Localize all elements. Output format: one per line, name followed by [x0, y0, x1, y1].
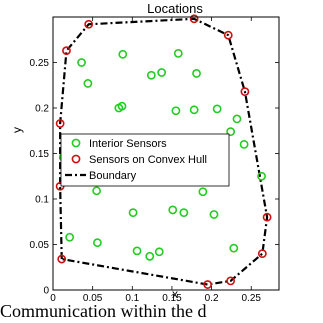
- hull-sensor-point: [226, 276, 236, 286]
- legend: Interior Sensors Sensors on Convex Hull …: [60, 133, 230, 187]
- x-tick-labels: 0 0.05 0.1 0.15 0.2 0.25: [50, 293, 261, 304]
- plot-frame: [52, 16, 280, 291]
- interior-sensor-point: [92, 186, 102, 196]
- legend-marker-interior: [71, 138, 81, 148]
- interior-sensor-point: [146, 70, 156, 80]
- y-tick-label: 0.05: [30, 240, 50, 251]
- interior-sensor-point: [212, 104, 222, 114]
- caption-text: Communication within the d: [0, 301, 207, 321]
- hull-sensor-point: [262, 212, 272, 222]
- hull-sensor-point: [189, 14, 199, 24]
- boundary-line: [59, 17, 269, 286]
- y-tick-label: 0.1: [35, 195, 49, 206]
- hull-sensor-point: [240, 87, 250, 97]
- interior-sensor-point: [226, 127, 236, 137]
- legend-label-hull: Sensors on Convex Hull: [89, 154, 207, 166]
- interior-sensor-point: [65, 232, 75, 242]
- interior-sensor-point: [179, 208, 189, 218]
- interior-sensor-point: [229, 243, 239, 253]
- hull-sensor-point: [57, 254, 67, 264]
- x-axis-label: x: [172, 287, 178, 301]
- y-tick-label: 0.25: [30, 58, 50, 69]
- chart-title: Locations: [147, 1, 203, 16]
- legend-label-boundary: Boundary: [89, 170, 137, 182]
- legend-box: [60, 133, 230, 187]
- y-axis-label: y: [10, 127, 24, 133]
- interior-sensor-point: [192, 69, 201, 78]
- interior-sensor-point: [154, 247, 164, 257]
- legend-label-interior: Interior Sensors: [89, 138, 167, 150]
- y-tick-label: 0: [43, 286, 49, 297]
- x-tick-label: 0.2: [205, 293, 219, 304]
- interior-sensor-point: [239, 139, 249, 149]
- interior-sensor-point: [93, 238, 102, 248]
- interior-sensor-point: [145, 251, 155, 261]
- interior-sensor-point: [198, 187, 208, 197]
- interior-sensor-point: [132, 246, 142, 256]
- interior-sensor-point: [117, 101, 127, 111]
- interior-sensor-point: [189, 105, 199, 115]
- x-tick-label: 0.1: [125, 293, 139, 304]
- legend-marker-hull: [71, 154, 81, 164]
- interior-sensor-point: [173, 49, 183, 58]
- interior-sensor-point: [83, 79, 93, 88]
- hull-sensor-point: [62, 46, 71, 56]
- interior-sensor-point: [157, 68, 167, 77]
- hull-sensor-point: [257, 249, 267, 258]
- interior-sensor-point: [232, 114, 242, 124]
- interior-sensor-point: [257, 171, 266, 181]
- x-tick-label: 0: [50, 293, 56, 304]
- interior-sensor-point: [168, 205, 178, 215]
- interior-sensor-point: [77, 58, 86, 67]
- hull-sensor-point: [55, 119, 65, 128]
- hull-sensor-point: [223, 30, 233, 40]
- interior-sensor-point: [171, 106, 181, 116]
- x-tick-label: 0.25: [242, 293, 262, 304]
- hull-sensor-point: [84, 19, 94, 29]
- interior-sensor-point: [209, 210, 219, 219]
- x-tick-label: 0.15: [162, 293, 182, 304]
- interior-sensor-point: [128, 208, 138, 218]
- y-tick-labels: 0 0.05 0.1 0.15 0.2 0.25: [30, 58, 50, 297]
- hull-sensor-point: [203, 280, 213, 289]
- x-tick-label: 0.05: [83, 293, 103, 304]
- y-tick-label: 0.15: [30, 149, 50, 160]
- interior-sensor-point: [118, 49, 128, 59]
- y-tick-label: 0.2: [35, 104, 49, 115]
